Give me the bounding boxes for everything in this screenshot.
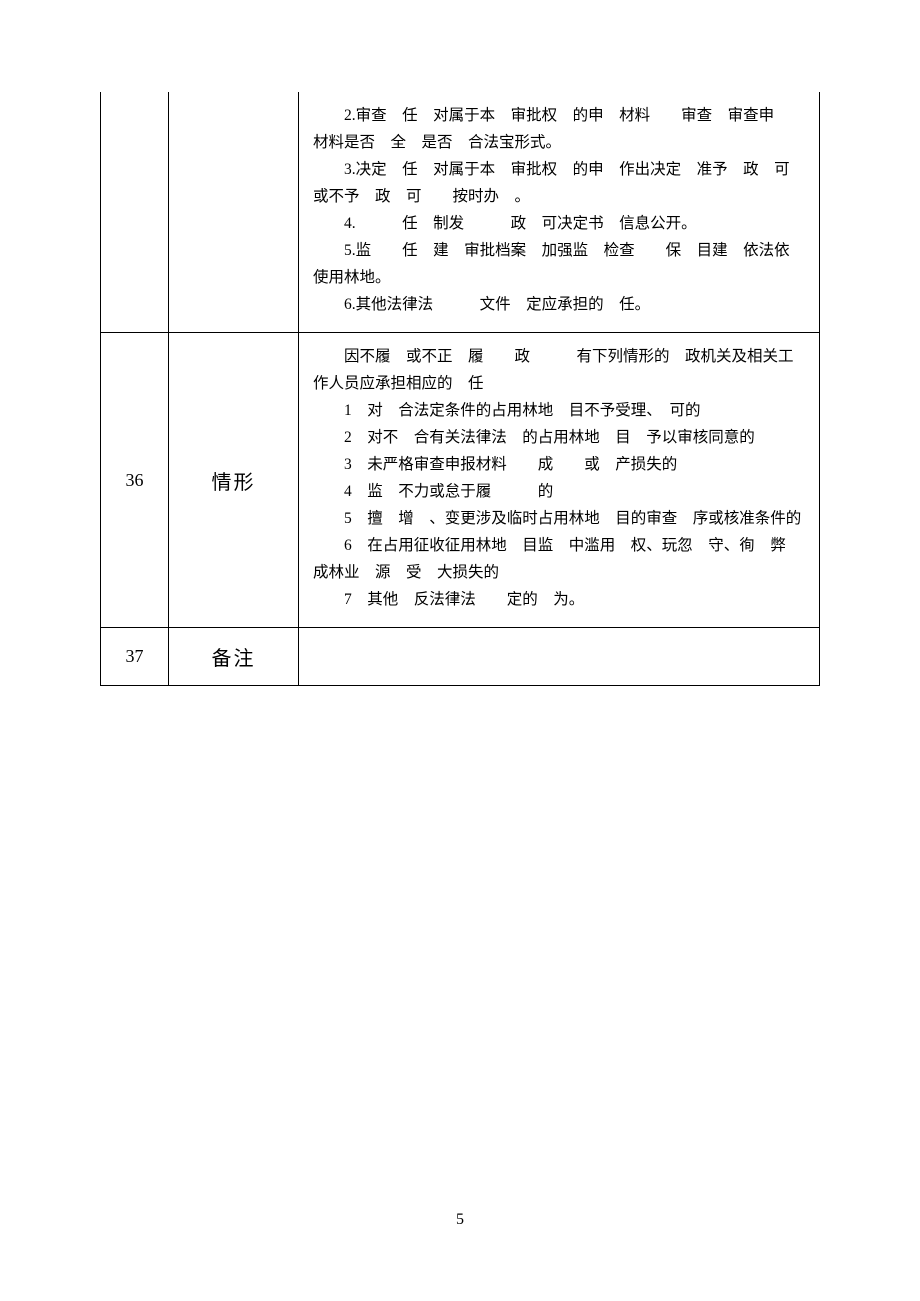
content-line: 7 其他 反法律法 定的 为。 (313, 586, 805, 613)
row-label-cell: 备注 (169, 628, 299, 686)
row-content-cell: 因不履 或不正 履 政 有下列情形的 政机关及相关工作人员应承担相应的 任 1 … (299, 333, 820, 628)
page-number: 5 (0, 1211, 920, 1229)
row-number: 36 (126, 470, 144, 490)
content-line: 2 对不 合有关法律法 的占用林地 目 予以审核同意的 (313, 424, 805, 451)
content-line: 6 在占用征收征用林地 目监 中滥用 权、玩忽 守、徇 弊 成林业 源 受 大损… (313, 532, 805, 586)
page: 2.审查 任 对属于本 审批权 的申 材料 审查 审查申 材料是否 全 是否 合… (0, 0, 920, 1301)
content-line: 4. 任 制发 政 可决定书 信息公开。 (313, 210, 805, 237)
row-label-cell: 情形 (169, 333, 299, 628)
content-block: 因不履 或不正 履 政 有下列情形的 政机关及相关工作人员应承担相应的 任 1 … (313, 343, 805, 613)
content-line: 2.审查 任 对属于本 审批权 的申 材料 审查 审查申 材料是否 全 是否 合… (313, 102, 805, 156)
table-row: 36 情形 因不履 或不正 履 政 有下列情形的 政机关及相关工作人员应承担相应… (101, 333, 820, 628)
content-line: 6.其他法律法 文件 定应承担的 任。 (313, 291, 805, 318)
content-line: 5.监 任 建 审批档案 加强监 检查 保 目建 依法依 使用林地。 (313, 237, 805, 291)
row-number-cell (101, 92, 169, 333)
content-line: 因不履 或不正 履 政 有下列情形的 政机关及相关工作人员应承担相应的 任 (313, 343, 805, 397)
table-row: 2.审查 任 对属于本 审批权 的申 材料 审查 审查申 材料是否 全 是否 合… (101, 92, 820, 333)
content-line: 5 擅 增 、变更涉及临时占用林地 目的审查 序或核准条件的 (313, 505, 805, 532)
row-label: 情形 (212, 472, 256, 494)
content-line: 4 监 不力或怠于履 的 (313, 478, 805, 505)
content-line: 3.决定 任 对属于本 审批权 的申 作出决定 准予 政 可或不予 政 可 按时… (313, 156, 805, 210)
content-table: 2.审查 任 对属于本 审批权 的申 材料 审查 审查申 材料是否 全 是否 合… (100, 92, 820, 686)
row-label-cell (169, 92, 299, 333)
row-label: 备注 (212, 648, 256, 670)
table-row: 37 备注 (101, 628, 820, 686)
row-number-cell: 37 (101, 628, 169, 686)
row-number-cell: 36 (101, 333, 169, 628)
content-line: 3 未严格审查申报材料 成 或 产损失的 (313, 451, 805, 478)
row-content-cell: 2.审查 任 对属于本 审批权 的申 材料 审查 审查申 材料是否 全 是否 合… (299, 92, 820, 333)
row-number: 37 (126, 646, 144, 666)
row-content-cell (299, 628, 820, 686)
content-block: 2.审查 任 对属于本 审批权 的申 材料 审查 审查申 材料是否 全 是否 合… (313, 102, 805, 318)
content-line: 1 对 合法定条件的占用林地 目不予受理、 可的 (313, 397, 805, 424)
